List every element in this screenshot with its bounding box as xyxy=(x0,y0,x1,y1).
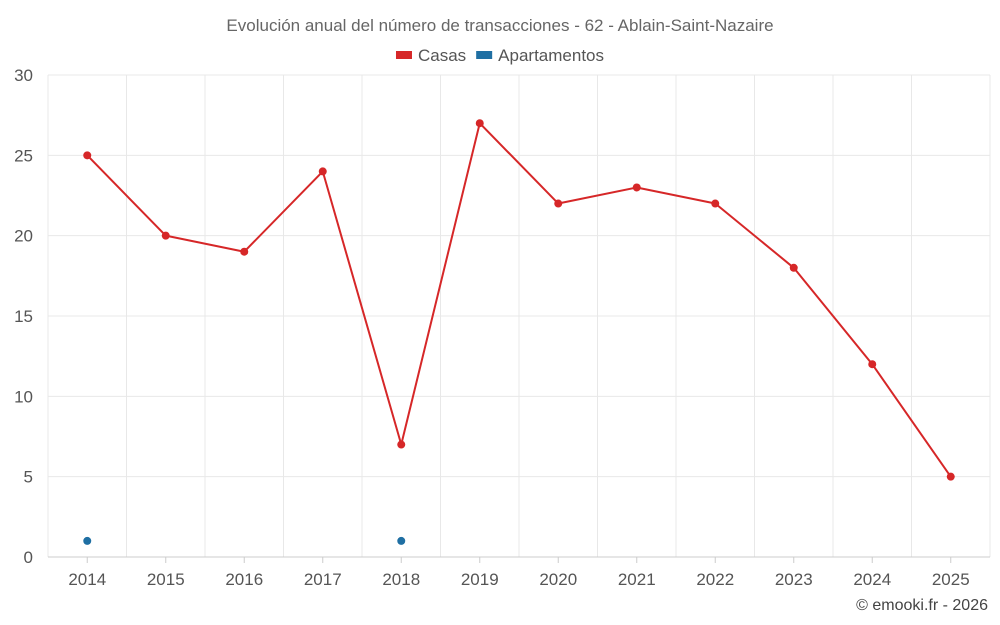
legend: Casas Apartamentos xyxy=(395,46,604,65)
data-point[interactable] xyxy=(946,472,955,481)
x-tick-label: 2018 xyxy=(382,570,420,589)
legend-swatch xyxy=(395,51,412,59)
y-tick-label: 15 xyxy=(14,307,33,326)
data-point[interactable] xyxy=(397,536,406,545)
x-tick-label: 2017 xyxy=(304,570,342,589)
data-point[interactable] xyxy=(789,263,798,272)
y-tick-label: 10 xyxy=(14,387,33,406)
x-tick-label: 2019 xyxy=(461,570,499,589)
x-tick-label: 2024 xyxy=(853,570,891,589)
y-tick-label: 30 xyxy=(14,66,33,85)
data-point[interactable] xyxy=(475,119,484,128)
data-point[interactable] xyxy=(161,231,170,240)
x-tick-label: 2023 xyxy=(775,570,813,589)
chart-title: Evolución anual del número de transaccio… xyxy=(226,16,773,35)
x-tick-label: 2022 xyxy=(696,570,734,589)
data-point[interactable] xyxy=(83,536,92,545)
data-point[interactable] xyxy=(554,199,563,208)
y-tick-label: 0 xyxy=(24,548,33,567)
x-tick-label: 2014 xyxy=(68,570,106,589)
x-tick-label: 2025 xyxy=(932,570,970,589)
legend-label[interactable]: Casas xyxy=(418,46,466,65)
y-tick-label: 5 xyxy=(24,468,33,487)
data-point[interactable] xyxy=(83,151,92,160)
series-layer xyxy=(83,119,955,545)
data-point[interactable] xyxy=(397,440,406,449)
x-tick-label: 2021 xyxy=(618,570,656,589)
grid xyxy=(47,74,991,557)
credit-text: © emooki.fr - 2026 xyxy=(856,597,988,614)
data-point[interactable] xyxy=(318,167,327,176)
x-tick-label: 2016 xyxy=(225,570,263,589)
data-point[interactable] xyxy=(711,199,720,208)
data-point[interactable] xyxy=(240,247,249,256)
series-1 xyxy=(83,536,406,545)
data-point[interactable] xyxy=(632,183,641,192)
data-point[interactable] xyxy=(868,360,877,369)
legend-label[interactable]: Apartamentos xyxy=(498,46,604,65)
legend-swatch xyxy=(476,51,493,59)
y-tick-label: 25 xyxy=(14,146,33,165)
x-tick-label: 2020 xyxy=(539,570,577,589)
x-tick-label: 2015 xyxy=(147,570,185,589)
series-0 xyxy=(83,119,955,481)
series-line xyxy=(86,122,952,478)
y-tick-label: 20 xyxy=(14,227,33,246)
